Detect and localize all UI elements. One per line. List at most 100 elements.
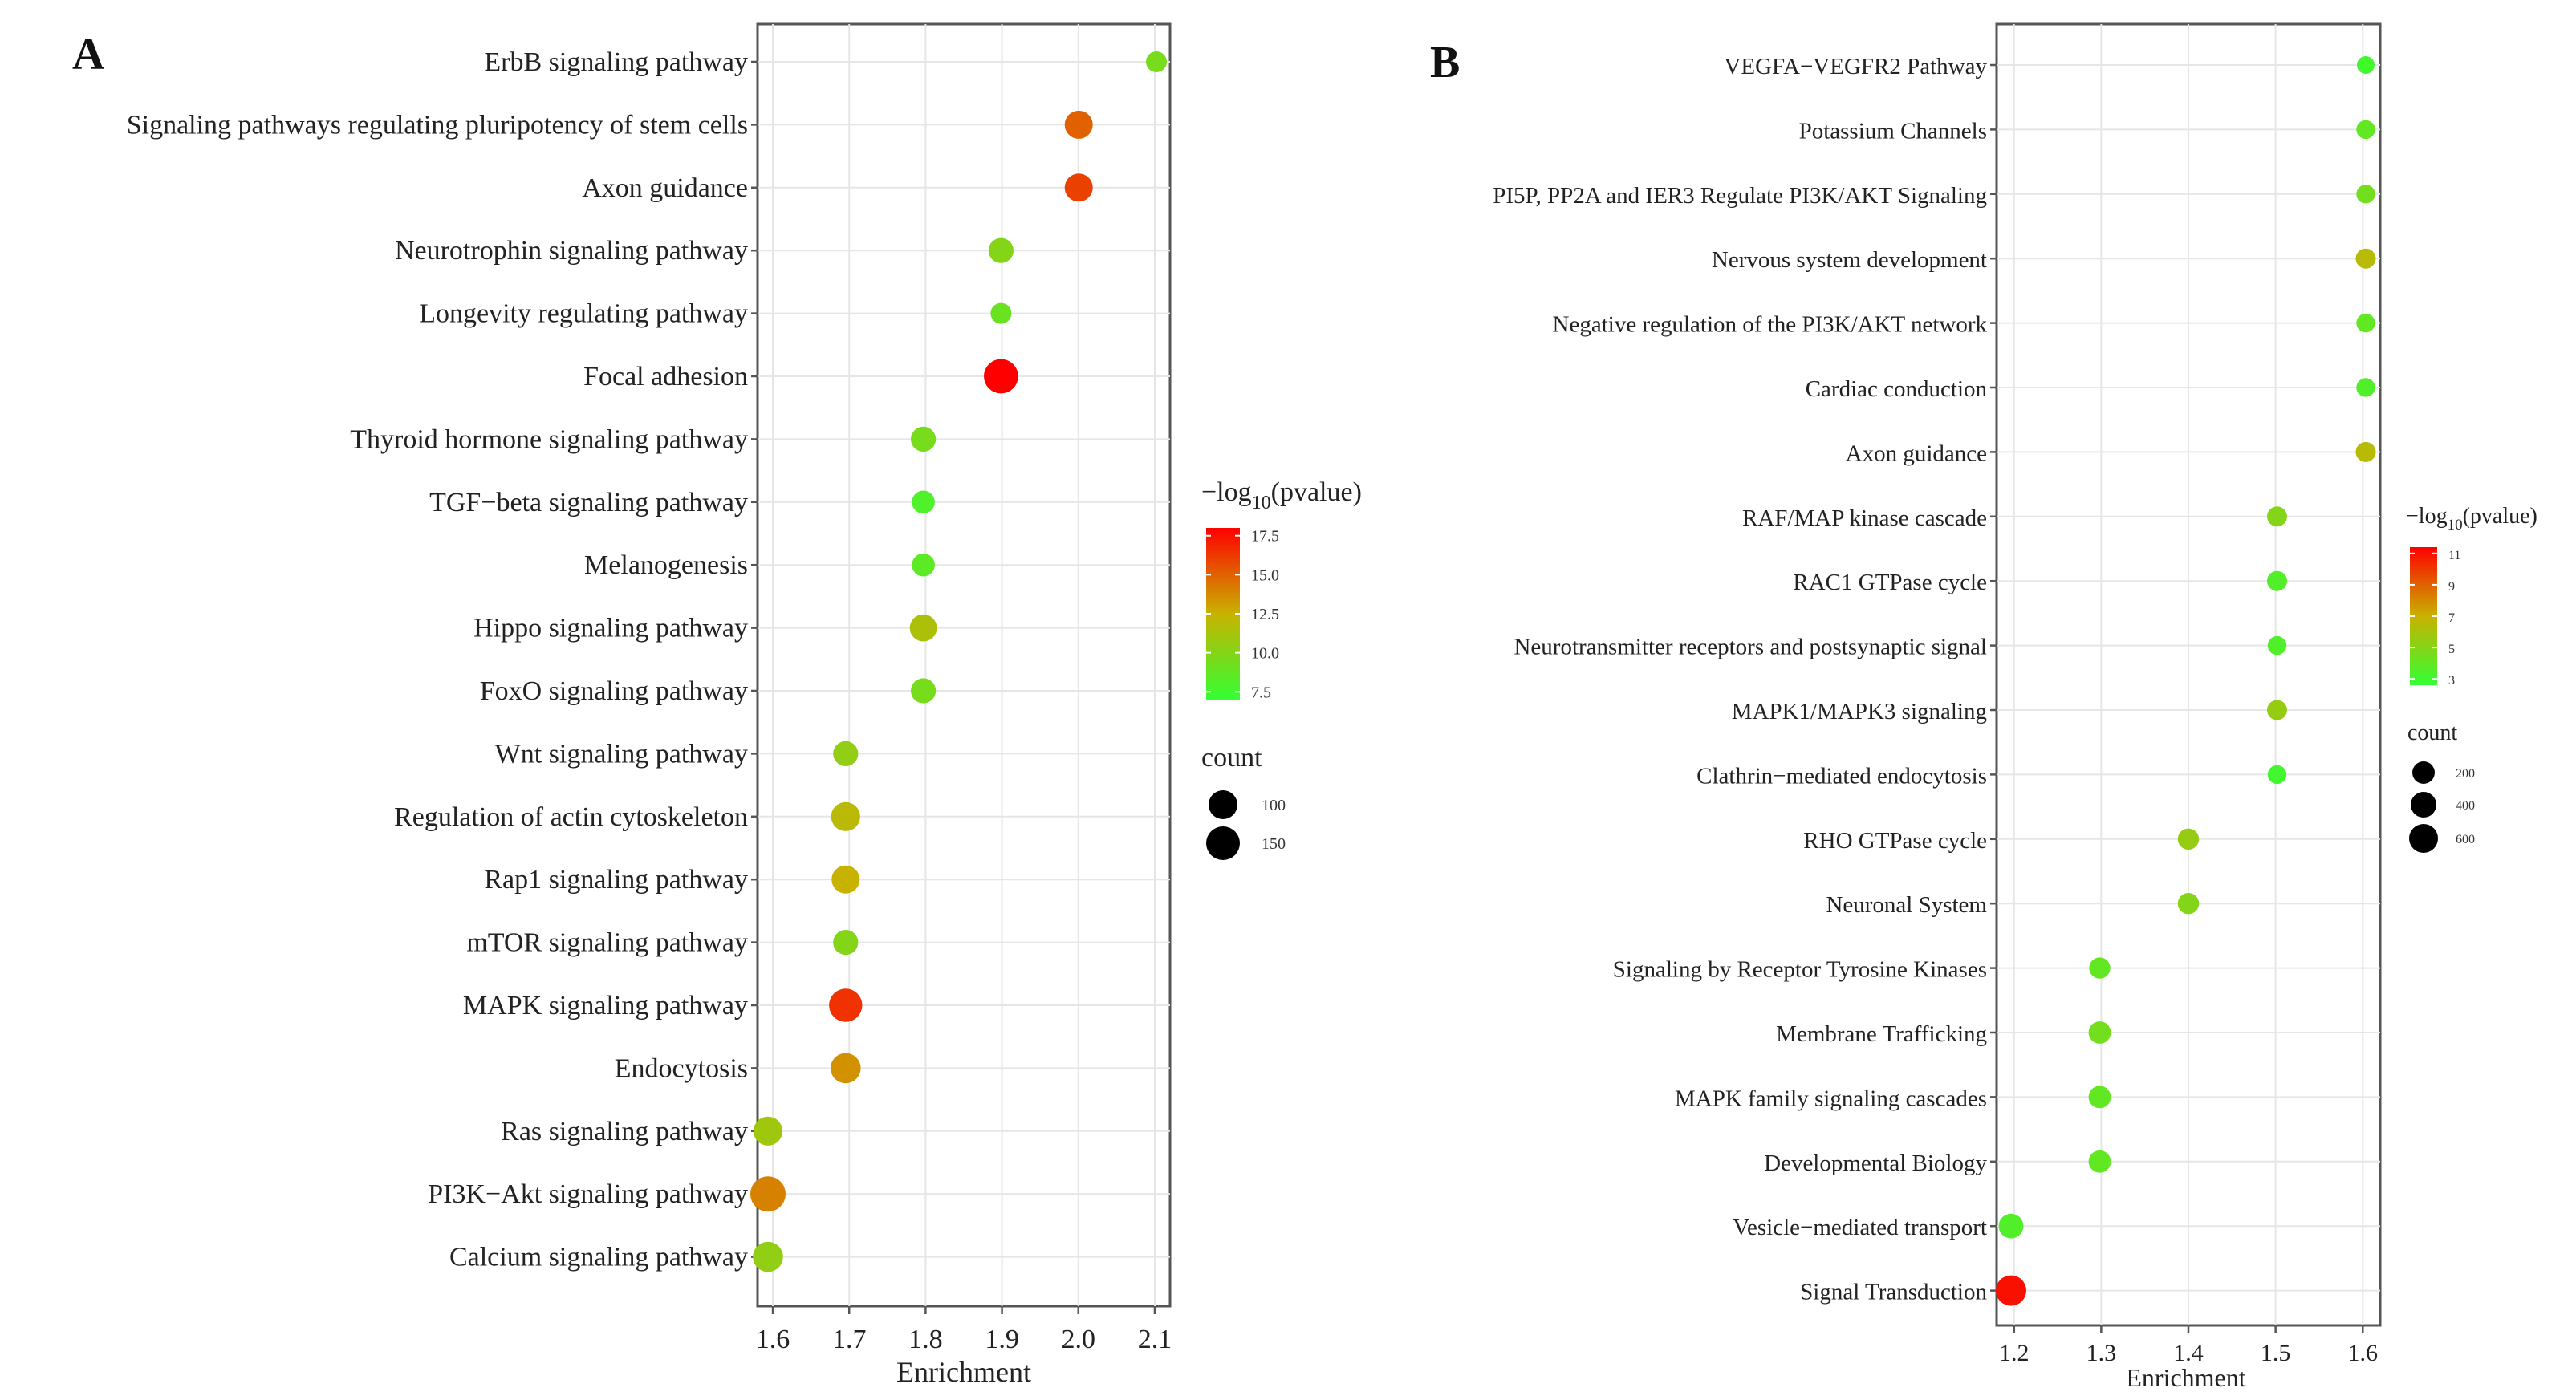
- panel-b-point: [2088, 1086, 2111, 1109]
- panel-a-category-label: mTOR signaling pathway: [466, 928, 748, 958]
- panel-a-legend: −log10(pvalue) 17.5 15.0 12.5 10.0 7.5 count…: [1201, 477, 1362, 860]
- panel-b-point: [2355, 441, 2376, 462]
- panel-b-color-legend-title: −log10(pvalue): [2406, 504, 2537, 534]
- panel-b-category-label: VEGFA−VEGFR2 Pathway: [1724, 54, 1987, 79]
- panel-b-point: [1996, 1275, 2026, 1306]
- panel-b-category-label: Signal Transduction: [1800, 1280, 1987, 1305]
- panel-a-x-ticks: 1.6 1.7 1.8 1.9 2.0 2.1: [756, 1306, 1172, 1354]
- panel-a-size-key-100-label: 100: [1262, 797, 1286, 814]
- panel-b-points: [1996, 56, 2376, 1306]
- panel-a-color-tick-label: 7.5: [1251, 684, 1271, 701]
- panel-a-category-label: Calcium signaling pathway: [449, 1243, 748, 1272]
- panel-a-x-tick-label: 2.0: [1062, 1325, 1096, 1354]
- panel-a: A ErbB signaling pathway Signaling pathwa…: [72, 22, 1362, 1388]
- panel-b-point: [2177, 828, 2200, 850]
- panel-b-point: [2267, 506, 2287, 527]
- panel-a-category-label: Melanogenesis: [584, 550, 748, 580]
- panel-a-point: [911, 426, 937, 452]
- panel-b-point: [2267, 765, 2287, 785]
- panel-a-color-legend-ticks: 17.5 15.0 12.5 10.0 7.5: [1206, 528, 1279, 701]
- panel-b-point: [2356, 313, 2375, 333]
- panel-b-point: [2267, 635, 2287, 655]
- panel-b-category-label: Neurotransmitter receptors and postsynap…: [1514, 635, 1987, 660]
- panel-b-category-label: Negative regulation of the PI3K/AKT netw…: [1553, 312, 1988, 338]
- panel-a-point: [912, 553, 935, 577]
- panel-b-legend: −log10(pvalue) 11 9 7 5 3 count 200 400 600: [2406, 504, 2537, 853]
- panel-b-point: [2089, 957, 2111, 979]
- panel-b-gridlines: [1997, 24, 2380, 1325]
- panel-b-color-tick-label: 9: [2448, 580, 2455, 594]
- panel-a-category-label: FoxO signaling pathway: [480, 676, 748, 706]
- panel-b-color-tick-label: 3: [2448, 674, 2455, 688]
- panel-b-category-label: RHO GTPase cycle: [1803, 828, 1987, 854]
- panel-a-gridlines: [758, 24, 1170, 1306]
- panel-a-category-label: Thyroid hormone signaling pathway: [350, 424, 748, 454]
- panel-a-x-tick-label: 1.6: [756, 1325, 790, 1354]
- panel-a-point: [750, 1176, 786, 1212]
- panel-a-point: [909, 614, 937, 642]
- panel-b-color-tick-label: 5: [2448, 643, 2455, 656]
- panel-b-category-label: Neuronal System: [1826, 892, 1987, 918]
- panel-b-x-tick-label: 1.6: [2348, 1340, 2379, 1366]
- panel-a-category-label: Endocytosis: [615, 1053, 748, 1083]
- panel-a-size-key-150: [1206, 826, 1240, 860]
- panel-b-color-tick-label: 7: [2448, 611, 2455, 625]
- panel-b-category-label: RAF/MAP kinase cascade: [1742, 505, 1987, 531]
- panel-a-point: [912, 490, 935, 514]
- panel-b-point: [2088, 1150, 2111, 1173]
- panel-a-category-label: ErbB signaling pathway: [484, 47, 748, 77]
- panel-a-category-label: MAPK signaling pathway: [463, 991, 748, 1021]
- panel-a-color-legend-title-sub: 10: [1252, 493, 1271, 513]
- panel-b-point: [2267, 700, 2287, 720]
- panel-b-category-label: Vesicle−mediated transport: [1733, 1215, 1987, 1240]
- panel-a-category-label: Longevity regulating pathway: [419, 299, 748, 329]
- panel-b-color-legend-title-sub: 10: [2448, 517, 2463, 534]
- panel-b-size-key-400-label: 400: [2456, 799, 2475, 813]
- panel-b-category-label: Cardiac conduction: [1806, 376, 1988, 402]
- panel-a-x-tick-label: 1.7: [832, 1325, 867, 1354]
- panel-b-point: [2088, 1021, 2111, 1044]
- panel-a-color-tick-label: 10.0: [1251, 645, 1279, 663]
- panel-a-x-tick-label: 1.8: [908, 1325, 943, 1354]
- panel-a-points: [750, 51, 1167, 1272]
- panel-a-point: [1146, 51, 1167, 72]
- panel-a-category-label: Axon guidance: [582, 173, 748, 203]
- panel-a-point: [831, 801, 860, 831]
- panel-b-size-legend-title: count: [2407, 720, 2457, 745]
- panel-b-size-key-400: [2411, 792, 2436, 818]
- panel-a-point: [911, 678, 937, 704]
- panel-a-category-label: Rap1 signaling pathway: [484, 865, 748, 895]
- panel-a-category-labels: ErbB signaling pathway Signaling pathways…: [127, 47, 758, 1272]
- panel-a-category-label: Signaling pathways regulating pluripoten…: [127, 110, 748, 140]
- panel-b-category-label: Signaling by Receptor Tyrosine Kinases: [1613, 957, 1987, 983]
- panel-a-point: [753, 1241, 783, 1272]
- panel-a-x-tick-label: 2.1: [1138, 1325, 1172, 1354]
- panel-b-x-tick-label: 1.2: [1999, 1340, 2030, 1366]
- panel-a-point: [990, 302, 1012, 324]
- panel-a-category-label: TGF−beta signaling pathway: [429, 488, 748, 517]
- panel-a-point: [984, 359, 1018, 394]
- panel-b-category-label: Potassium Channels: [1799, 118, 1987, 144]
- panel-a-point: [988, 237, 1014, 263]
- panel-b-point: [2356, 120, 2375, 140]
- panel-b-x-ticks: 1.2 1.3 1.4 1.5 1.6: [1999, 1325, 2378, 1366]
- panel-b-color-legend-title-suffix: (pvalue): [2463, 504, 2537, 529]
- panel-a-point: [833, 741, 859, 767]
- panel-b-size-key-600: [2409, 824, 2438, 853]
- panel-b-category-label: Clathrin−mediated endocytosis: [1696, 763, 1987, 789]
- panel-b-category-label: RAC1 GTPase cycle: [1793, 570, 1987, 595]
- panel-a-point: [831, 1053, 861, 1084]
- panel-b-category-label: PI5P, PP2A and IER3 Regulate PI3K/AKT Si…: [1493, 183, 1987, 209]
- panel-b-point: [2356, 185, 2375, 204]
- panel-b-point: [2177, 893, 2200, 915]
- panel-a-category-label: Neurotrophin signaling pathway: [395, 236, 748, 266]
- panel-a-color-bar: [1206, 528, 1240, 700]
- panel-a-point: [829, 988, 863, 1022]
- panel-b-category-labels: VEGFA−VEGFR2 Pathway Potassium Channels PI…: [1493, 54, 1997, 1305]
- panel-a-point: [1064, 173, 1093, 202]
- panel-b-category-label: Membrane Trafficking: [1776, 1021, 1987, 1047]
- panel-b-x-tick-label: 1.3: [2086, 1340, 2117, 1366]
- panel-b-x-axis-title: Enrichment: [2126, 1363, 2245, 1392]
- panel-b-color-legend-title-prefix: −log: [2406, 504, 2448, 529]
